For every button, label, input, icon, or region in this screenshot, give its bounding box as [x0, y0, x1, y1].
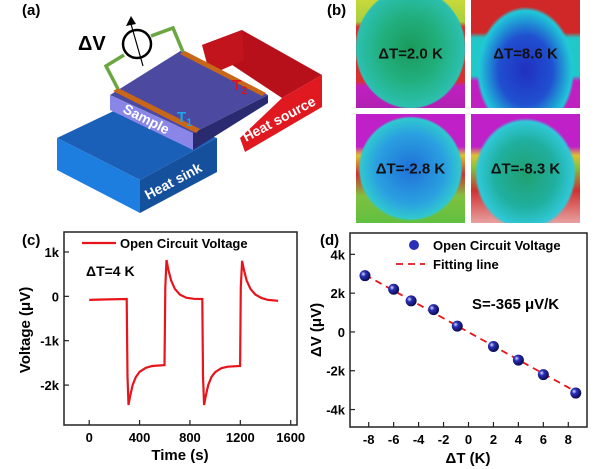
x-tick-label: 8 — [565, 432, 572, 447]
y-tick-label: 0 — [52, 289, 59, 304]
data-point — [451, 320, 463, 332]
y-tick-label: 0 — [338, 325, 345, 340]
series-line-fitting-line — [364, 273, 579, 394]
thermal-image-label: ΔT=-2.8 K — [375, 160, 446, 177]
data-point — [428, 304, 440, 316]
thermal-image-label: ΔT=-8.3 K — [490, 160, 561, 177]
x-tick-label: 2 — [490, 432, 497, 447]
annotation-seebeck: S=-365 μV/K — [472, 296, 559, 313]
data-point — [512, 354, 524, 366]
panel-b-label: (b) — [327, 2, 346, 19]
data-point — [359, 270, 371, 282]
x-tick-label: 800 — [179, 430, 201, 445]
y-tick-label: -1k — [40, 334, 60, 349]
panel-d-label: (d) — [320, 232, 339, 249]
x-tick-label: 1600 — [276, 430, 305, 445]
y-axis-label: Voltage (μV) — [17, 287, 34, 373]
series-line-open-circuit-voltage — [89, 259, 279, 406]
data-point — [405, 295, 417, 307]
y-tick-label: -2k — [326, 364, 346, 379]
thermal-image-1: ΔT=2.0 K — [356, 0, 465, 108]
x-tick-label: 0 — [86, 430, 93, 445]
legend-label-ocv: Open Circuit Voltage — [433, 238, 561, 253]
y-tick-label: 1k — [45, 245, 60, 260]
heat-source-block — [202, 30, 322, 152]
thermal-image-2: ΔT=8.6 K — [471, 0, 580, 108]
y-tick-label: -4k — [326, 403, 346, 418]
x-tick-label: 6 — [540, 432, 547, 447]
y-tick-label: -2k — [40, 378, 60, 393]
x-tick-label: 1200 — [226, 430, 255, 445]
panel-d-chart: (d) -8 -6 -4 -2 0 2 4 6 8 4k 2k 0 -2k -4k Open Circui… — [308, 232, 588, 467]
x-tick-label: -8 — [363, 432, 375, 447]
data-point — [570, 387, 582, 399]
panel-a-label: (a) — [22, 2, 40, 19]
wire-left — [103, 53, 125, 90]
y-axis-label: ΔV (μV) — [308, 303, 325, 357]
x-tick-label: -6 — [388, 432, 400, 447]
thermal-image-label: ΔT=8.6 K — [493, 45, 558, 63]
x-tick-label: -4 — [413, 432, 425, 447]
plot-frame — [63, 231, 298, 426]
x-axis-label: Time (s) — [151, 447, 208, 464]
x-tick-label: 4 — [515, 432, 523, 447]
data-point — [388, 283, 400, 295]
annotation-delta-t: ΔT=4 K — [86, 263, 135, 279]
electrode-t1 — [113, 88, 200, 133]
delta-v-label: ΔV — [78, 33, 106, 55]
legend-label: Open Circuit Voltage — [120, 236, 248, 251]
thermal-image-4: ΔT=-8.3 K — [471, 114, 580, 223]
panel-c-chart: (c) 0 400 800 1200 1600 1k 0 -1k -2k Open Circui… — [17, 231, 305, 464]
panel-c-label: (c) — [22, 232, 40, 249]
x-tick-label: 0 — [465, 432, 472, 447]
voltmeter-icon — [121, 16, 153, 67]
wire-right — [150, 25, 185, 53]
electrode-t2 — [180, 51, 266, 96]
x-tick-label: 400 — [129, 430, 151, 445]
sample-plate — [110, 50, 268, 150]
data-point — [537, 369, 549, 381]
x-axis-label: ΔT (K) — [446, 450, 491, 467]
legend-label-fit: Fitting line — [433, 257, 499, 272]
thermal-image-label: ΔT=2.0 K — [378, 45, 443, 63]
data-point — [487, 340, 499, 352]
t1-label: T1 — [177, 109, 192, 129]
thermal-image-3: ΔT=-2.8 K — [356, 114, 465, 223]
x-tick-label: -2 — [438, 432, 450, 447]
t2-label: T2 — [232, 77, 247, 97]
y-tick-label: 2k — [331, 286, 346, 301]
y-tick-label: 4k — [331, 247, 346, 262]
legend-marker — [409, 240, 419, 250]
panel-a: (a) ΔV Sample Heat s — [22, 2, 322, 213]
